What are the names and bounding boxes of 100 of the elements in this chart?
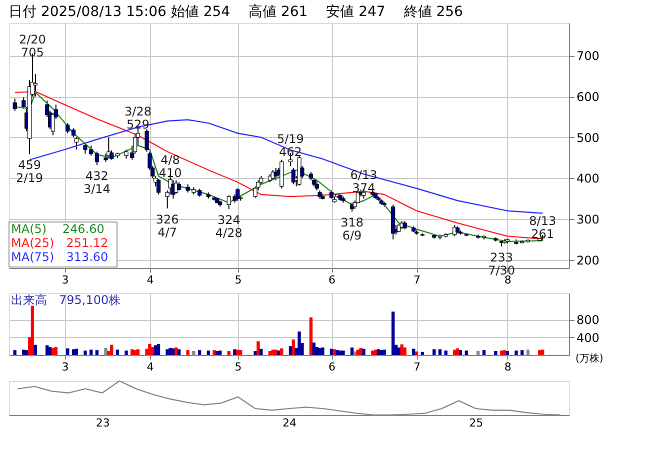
chart-title: 日付 2025/08/13 15:06 始値 254 高値 261 安値 247 終値 256 (8, 4, 464, 20)
bar (233, 349, 236, 355)
annotation: 出来高 795,100株 (11, 293, 121, 307)
x-tick-label: 7 (414, 274, 421, 286)
bar (342, 350, 345, 355)
bar (174, 347, 178, 355)
bar (177, 349, 181, 355)
bar (538, 350, 542, 355)
bar (514, 350, 518, 355)
bar (116, 350, 120, 355)
bar (312, 342, 316, 355)
bar (124, 350, 128, 355)
bar (256, 341, 260, 355)
x-tick-label: 5 (234, 360, 242, 374)
x-tick-label: 5 (234, 274, 242, 286)
candlestick (74, 136, 78, 150)
bar (206, 350, 210, 355)
bar (13, 350, 16, 355)
bar (444, 350, 448, 355)
x-tick-label: 7 (414, 360, 421, 374)
bar (432, 349, 436, 355)
y-tick-label: 600 (576, 90, 600, 104)
bar (321, 347, 324, 355)
bar (89, 350, 93, 355)
bar (362, 348, 366, 355)
candlestick (33, 74, 38, 97)
x-tick-label: 8 (504, 360, 512, 374)
bar (72, 349, 76, 355)
bar (24, 350, 28, 355)
bar (403, 347, 406, 355)
bar (151, 347, 154, 355)
bar (456, 348, 460, 355)
text: MA(5) 246.60 (11, 222, 104, 236)
bar (254, 351, 257, 355)
x-tick-label: 4 (146, 360, 154, 374)
bar (51, 348, 55, 355)
bar (298, 332, 301, 355)
bar (166, 349, 169, 355)
bar (84, 350, 87, 355)
x-tick-label: 6 (328, 360, 336, 374)
annotation: 8/13 261 (529, 214, 556, 241)
bar (458, 350, 462, 355)
bar (520, 350, 524, 355)
x-tick-label: 25 (469, 416, 484, 430)
bar (397, 347, 401, 355)
bar (541, 350, 544, 355)
bar (391, 312, 395, 355)
bar (218, 350, 222, 355)
bar (172, 348, 175, 355)
y-axis-title: (万株) (576, 352, 604, 364)
annotation: 318 6/9 (340, 216, 364, 243)
bar (156, 344, 160, 355)
bar (382, 350, 386, 355)
x-tick-label: 6 (328, 274, 336, 286)
annotation: 432 3/14 (83, 169, 110, 196)
bar (227, 351, 230, 355)
annotation: 324 4/28 (215, 213, 242, 240)
bar (239, 350, 242, 355)
candlestick (156, 178, 161, 195)
y-tick-label: 700 (576, 49, 600, 64)
candlestick (12, 98, 17, 112)
bar (260, 348, 263, 355)
candlestick (314, 180, 319, 191)
bar (34, 344, 37, 355)
annotation: 2/20 705 (18, 32, 46, 60)
bar (136, 349, 140, 355)
bar (309, 317, 313, 355)
x-tick-label: 3 (62, 274, 69, 286)
bar (374, 350, 378, 355)
bar (130, 349, 134, 355)
bar (30, 306, 34, 355)
bar (216, 351, 219, 355)
bar (46, 345, 49, 355)
bar (198, 350, 202, 355)
y-tick-label: 400 (576, 172, 600, 186)
bar (420, 352, 424, 355)
x-tick-label: 4 (146, 274, 154, 286)
bar (236, 350, 240, 355)
bar (66, 348, 70, 355)
y-tick-label: 400 (576, 330, 600, 345)
annotation: 4/8 410 (158, 153, 182, 180)
bar (95, 350, 99, 355)
candlestick (144, 128, 149, 152)
bar (482, 350, 486, 355)
bar (359, 348, 362, 355)
bar (288, 346, 292, 355)
bar (464, 350, 468, 355)
bar (268, 351, 272, 355)
x-tick-label: 23 (96, 416, 110, 430)
bar (154, 345, 158, 355)
bar (330, 348, 334, 355)
bar (414, 351, 418, 355)
x-tick-label: 3 (62, 360, 69, 374)
y-tick-label: 800 (576, 313, 600, 328)
bar (500, 350, 504, 355)
bar (148, 344, 152, 355)
bar (48, 347, 52, 355)
bar (212, 350, 216, 355)
bar (412, 348, 416, 355)
y-tick-label: 200 (576, 253, 600, 268)
